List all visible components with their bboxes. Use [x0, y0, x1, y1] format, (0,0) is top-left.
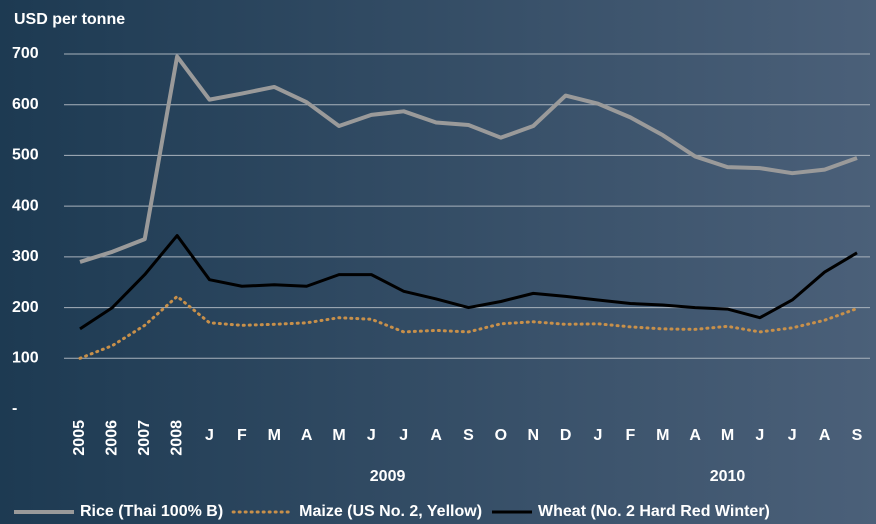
series-line	[79, 234, 858, 331]
x-tick-label: 2006	[104, 420, 121, 456]
y-tick-label: 100	[12, 350, 39, 367]
y-tick-label: 500	[12, 147, 39, 164]
x-tick-label: S	[852, 427, 863, 444]
legend-label: Maize (US No. 2, Yellow)	[299, 503, 482, 520]
x-tick-label: M	[268, 427, 281, 444]
x-tick-label: 2005	[71, 420, 88, 456]
x-group-label: 2010	[710, 468, 746, 485]
x-tick-label: J	[205, 427, 214, 444]
x-tick-label: M	[332, 427, 345, 444]
x-tick-label: J	[755, 427, 764, 444]
x-tick-label: 2007	[136, 420, 153, 456]
y-tick-label: 400	[12, 197, 39, 214]
y-tick-label: 600	[12, 96, 39, 113]
y-tick-label: 700	[12, 45, 39, 62]
x-tick-label: O	[495, 427, 507, 444]
y-tick-label: 200	[12, 299, 39, 316]
x-tick-label: A	[689, 427, 701, 444]
x-tick-label: A	[301, 427, 313, 444]
x-tick-label: D	[560, 427, 572, 444]
legend-label: Rice (Thai 100% B)	[80, 503, 223, 520]
series-line	[79, 54, 858, 264]
x-tick-label: M	[721, 427, 734, 444]
y-tick-label: -	[12, 400, 17, 417]
x-group-label: 2009	[370, 468, 406, 485]
legend-label: Wheat (No. 2 Hard Red Winter)	[538, 503, 770, 520]
x-tick-label: A	[430, 427, 442, 444]
x-tick-label: J	[399, 427, 408, 444]
y-tick-label: 300	[12, 248, 39, 265]
y-axis-title: USD per tonne	[14, 11, 125, 28]
x-tick-label: F	[237, 427, 247, 444]
x-tick-label: M	[656, 427, 669, 444]
x-tick-label: F	[625, 427, 635, 444]
x-tick-label: N	[527, 427, 539, 444]
series-line	[78, 294, 859, 360]
x-tick-label: J	[594, 427, 603, 444]
x-tick-label: S	[463, 427, 474, 444]
x-tick-label: J	[367, 427, 376, 444]
x-tick-label: J	[788, 427, 797, 444]
x-tick-label: A	[819, 427, 831, 444]
x-tick-label: 2008	[168, 420, 185, 456]
